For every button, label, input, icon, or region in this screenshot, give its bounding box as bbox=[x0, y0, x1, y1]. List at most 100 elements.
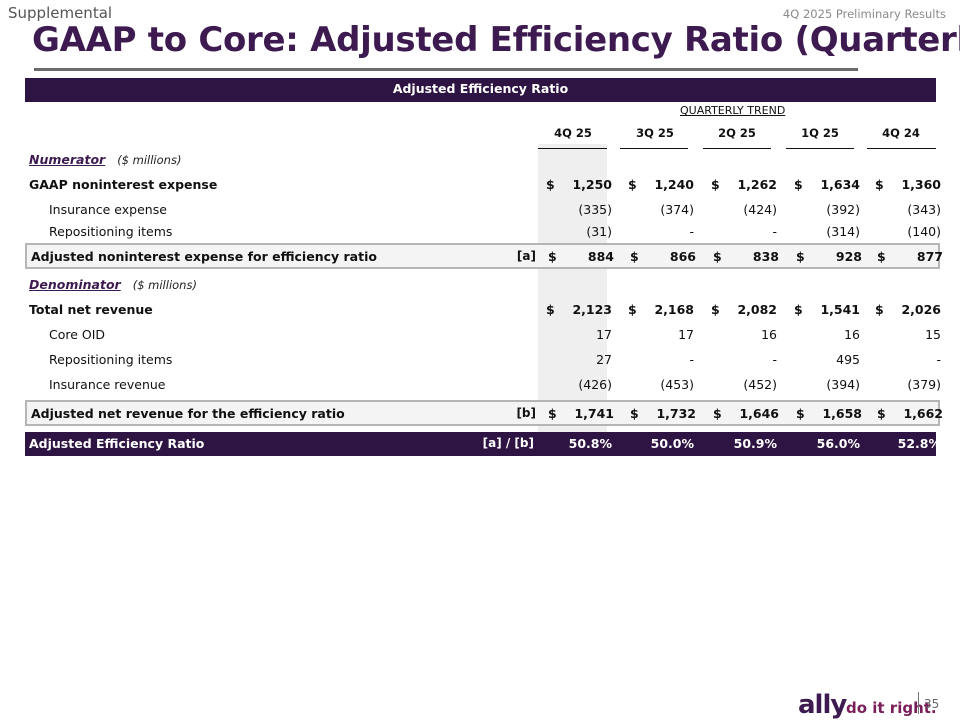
column-underline bbox=[786, 148, 854, 149]
row-label: GAAP noninterest expense bbox=[29, 177, 218, 192]
row-reference: [a] / [b] bbox=[482, 436, 534, 450]
cell-value: (452) bbox=[743, 377, 777, 392]
table-cell: $1,658 bbox=[796, 406, 862, 422]
table-row: GAAP noninterest expense $1,250 $1,240 $1,2… bbox=[25, 173, 941, 197]
cell-value: 15 bbox=[925, 327, 941, 342]
page-number: 35 bbox=[924, 697, 940, 711]
table-cell: - bbox=[628, 352, 694, 368]
table-cell: $866 bbox=[630, 249, 696, 265]
currency-symbol: $ bbox=[794, 177, 803, 192]
table-row: Repositioning items (31) - - (314) (140) bbox=[25, 220, 941, 244]
supplemental-label: Supplemental bbox=[8, 4, 113, 22]
cell-value: 2,168 bbox=[654, 302, 694, 317]
column-header: 4Q 25 bbox=[554, 126, 592, 140]
table-cell: $1,634 bbox=[794, 177, 860, 193]
cell-value: 56.0% bbox=[816, 436, 860, 451]
table-cell: 50.9% bbox=[711, 436, 777, 452]
table-cell: $2,026 bbox=[875, 302, 941, 318]
table-cell: 27 bbox=[546, 352, 612, 368]
title-divider bbox=[34, 68, 858, 71]
column-underline bbox=[703, 148, 771, 149]
column-underline bbox=[867, 148, 936, 149]
cell-value: (453) bbox=[660, 377, 694, 392]
cell-value: 877 bbox=[916, 249, 943, 264]
currency-symbol: $ bbox=[711, 177, 720, 192]
cell-value: 1,732 bbox=[656, 406, 696, 421]
cell-value: 50.9% bbox=[733, 436, 777, 451]
table-cell: - bbox=[875, 352, 941, 368]
currency-symbol: $ bbox=[877, 249, 886, 264]
quarterly-trend-label: QUARTERLY TREND bbox=[680, 104, 786, 117]
row-label: Total net revenue bbox=[29, 302, 153, 317]
column-header: 4Q 24 bbox=[882, 126, 920, 140]
cell-value: 16 bbox=[761, 327, 777, 342]
table-row: Total net revenue $2,123 $2,168 $2,082 $1,54… bbox=[25, 298, 941, 322]
cell-value: 50.0% bbox=[650, 436, 694, 451]
cell-value: (424) bbox=[743, 202, 777, 217]
cell-value: - bbox=[689, 224, 694, 239]
currency-symbol: $ bbox=[713, 249, 722, 264]
tagline: do it right. bbox=[846, 699, 937, 717]
cell-value: 1,541 bbox=[820, 302, 860, 317]
column-header: 3Q 25 bbox=[636, 126, 674, 140]
cell-value: 1,634 bbox=[820, 177, 860, 192]
cell-value: 1,658 bbox=[822, 406, 862, 421]
table-cell: 15 bbox=[875, 327, 941, 343]
table-cell: $1,646 bbox=[713, 406, 779, 422]
row-label: Core OID bbox=[49, 327, 106, 342]
current-quarter-highlight bbox=[538, 144, 607, 444]
table-row: Core OID 17 17 16 16 15 bbox=[25, 323, 941, 347]
table-cell: (424) bbox=[711, 202, 777, 218]
currency-symbol: $ bbox=[875, 302, 884, 317]
table-row: Adjusted Efficiency Ratio [a] / [b] 50.8% 5… bbox=[25, 432, 941, 456]
currency-symbol: $ bbox=[875, 177, 884, 192]
row-reference: [b] bbox=[516, 406, 536, 420]
table-cell: (392) bbox=[794, 202, 860, 218]
cell-value: 838 bbox=[752, 249, 779, 264]
table-cell: 50.8% bbox=[546, 436, 612, 452]
cell-value: (314) bbox=[826, 224, 860, 239]
cell-value: 1,250 bbox=[572, 177, 612, 192]
row-label: Repositioning items bbox=[49, 352, 173, 367]
table-row: Insurance revenue (426) (453) (452) (394) (37… bbox=[25, 373, 941, 397]
table-cell: - bbox=[628, 224, 694, 240]
ally-logo: ally bbox=[798, 690, 847, 720]
cell-value: 27 bbox=[596, 352, 612, 367]
cell-value: 1,646 bbox=[739, 406, 779, 421]
table-cell: $1,262 bbox=[711, 177, 777, 193]
row-label: Adjusted net revenue for the efficiency … bbox=[31, 406, 345, 421]
cell-value: (31) bbox=[586, 224, 612, 239]
table-banner: Adjusted Efficiency Ratio bbox=[25, 78, 936, 102]
currency-symbol: $ bbox=[628, 177, 637, 192]
table-cell: (374) bbox=[628, 202, 694, 218]
table-cell: $1,732 bbox=[630, 406, 696, 422]
row-label: Insurance revenue bbox=[49, 377, 166, 392]
table-cell: (343) bbox=[875, 202, 941, 218]
row-label: Adjusted Efficiency Ratio bbox=[29, 436, 205, 451]
table-cell: $1,360 bbox=[875, 177, 941, 193]
page-title: GAAP to Core: Adjusted Efficiency Ratio … bbox=[32, 20, 960, 60]
cell-value: 1,360 bbox=[901, 177, 941, 192]
column-header: 2Q 25 bbox=[718, 126, 756, 140]
column-underline bbox=[620, 148, 688, 149]
cell-value: (392) bbox=[826, 202, 860, 217]
table-cell: - bbox=[711, 224, 777, 240]
table-row: Insurance expense (335) (374) (424) (392) (34… bbox=[25, 198, 941, 222]
cell-value: 2,082 bbox=[737, 302, 777, 317]
cell-value: - bbox=[772, 224, 777, 239]
currency-symbol: $ bbox=[548, 406, 557, 421]
row-label: Repositioning items bbox=[49, 224, 173, 239]
cell-value: - bbox=[936, 352, 941, 367]
table-cell: - bbox=[711, 352, 777, 368]
table-cell: $1,240 bbox=[628, 177, 694, 193]
denominator-heading: Denominator ($ millions) bbox=[25, 273, 936, 297]
cell-value: (343) bbox=[907, 202, 941, 217]
table-cell: (379) bbox=[875, 377, 941, 393]
denominator-label: Denominator bbox=[29, 277, 121, 292]
table-cell: 17 bbox=[546, 327, 612, 343]
cell-value: 50.8% bbox=[568, 436, 612, 451]
cell-value: - bbox=[772, 352, 777, 367]
table-cell: 50.0% bbox=[628, 436, 694, 452]
table-cell: $2,082 bbox=[711, 302, 777, 318]
table-cell: 56.0% bbox=[794, 436, 860, 452]
